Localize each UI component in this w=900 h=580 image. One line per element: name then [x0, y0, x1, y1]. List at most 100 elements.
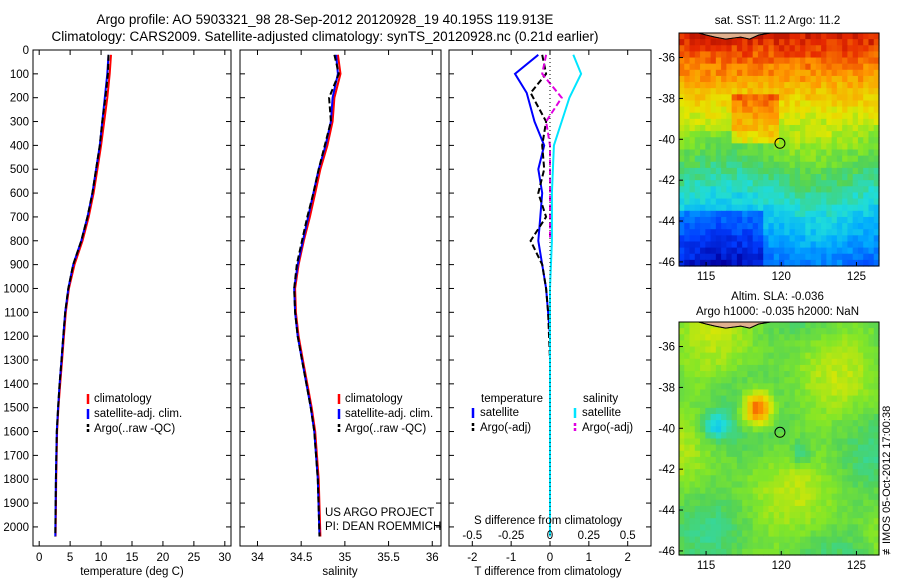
sdiff-tick-label: -0.5 — [462, 530, 482, 542]
salinity-axis-label: salinity — [322, 566, 357, 578]
x-tick-label: 35.5 — [377, 552, 399, 564]
y-tick-label: 1500 — [3, 403, 29, 415]
y-tick-label: 800 — [10, 236, 29, 248]
series-line-argo-raw-qc- — [293, 54, 340, 537]
y-tick-label: -44 — [658, 505, 675, 517]
legend-label: Argo(-adj) — [480, 422, 531, 434]
x-tick-label: 20 — [157, 552, 170, 564]
sst-map-frame — [678, 32, 880, 267]
x-tick-label: 115 — [697, 560, 715, 572]
x-tick-label: 120 — [772, 560, 791, 572]
x-tick-label: -1 — [506, 552, 516, 564]
argo-position-marker — [774, 426, 786, 438]
series-line-s-satellite — [549, 54, 583, 537]
y-tick-label: 0 — [23, 45, 29, 57]
y-tick-label: 1200 — [3, 331, 29, 343]
y-tick-label: 300 — [10, 117, 29, 129]
x-tick-label: 25 — [187, 552, 200, 564]
x-tick-label: -2 — [467, 552, 477, 564]
temperature-frame — [32, 49, 232, 547]
panel-salinity: 34 34.5 35 35.5 36 salinity climatology satelli… — [239, 49, 442, 578]
y-tick-label: -36 — [658, 342, 675, 354]
y-tick-label: 1400 — [3, 379, 29, 391]
project-label: US ARGO PROJECT — [325, 507, 434, 519]
y-tick-label: -44 — [658, 216, 675, 228]
y-tick-label: 1900 — [3, 498, 29, 510]
y-tick-label: -46 — [658, 257, 675, 269]
pi-label: PI: DEAN ROEMMICH — [325, 521, 441, 533]
x-tick-label: 35 — [338, 552, 351, 564]
x-tick-label: 34.5 — [290, 552, 312, 564]
y-tick-label: 1000 — [3, 283, 29, 295]
x-tick-label: 2 — [624, 552, 630, 564]
x-tick-label: 115 — [697, 271, 715, 283]
y-tick-label: -38 — [658, 93, 675, 105]
y-tick-label: 200 — [10, 93, 29, 105]
y-tick-label: 1600 — [3, 427, 29, 439]
x-tick-label: 1 — [586, 552, 592, 564]
legend-label: satellite-adj. clim. — [94, 408, 182, 420]
figure-title-line1: Argo profile: AO 5903321_98 28-Sep-2012 … — [96, 12, 554, 27]
sdiff-tick-label: 0.25 — [578, 530, 600, 542]
legend-label: satellite-adj. clim. — [345, 408, 433, 420]
sdiff-tick-label: 0 — [547, 530, 553, 542]
y-tick-label: 2000 — [3, 522, 29, 534]
y-tick-label: 400 — [10, 140, 29, 152]
y-tick-label: -46 — [658, 546, 675, 558]
sla-map-field — [679, 322, 880, 556]
series-line-s-argo-adj- — [541, 54, 563, 241]
y-tick-label: 100 — [10, 69, 29, 81]
legend-temperature-title: temperature — [481, 393, 543, 405]
series-line-t-argo-adj- — [529, 54, 551, 537]
series-line-argo-raw-qc- — [54, 54, 110, 537]
argo-position-marker — [774, 137, 786, 149]
sst-map-field — [679, 33, 880, 267]
y-tick-label: 1800 — [3, 474, 29, 486]
x-tick-label: 30 — [218, 552, 231, 564]
y-tick-label: 1700 — [3, 450, 29, 462]
y-tick-label: -40 — [658, 423, 675, 435]
panel-sla-map: 115 120 125 -36 -38 -40 -42 -44 -46 — [658, 321, 880, 572]
sla-map-title-line2: Argo h1000: -0.035 h2000: NaN — [695, 306, 860, 318]
y-tick-label: 1300 — [3, 355, 29, 367]
x-tick-label: 15 — [126, 552, 139, 564]
y-tick-label: 500 — [10, 164, 29, 176]
temperature-axis-label: temperature (deg C) — [80, 566, 184, 578]
y-tick-label: 700 — [10, 212, 29, 224]
y-tick-label: -36 — [658, 53, 675, 65]
sdiff-tick-label: -0.25 — [498, 530, 524, 542]
tdiff-axis-label: T difference from climatology — [474, 566, 621, 578]
panel-sst-map: 115 120 125 -36 -38 -40 -42 -44 -46 — [658, 32, 880, 283]
legend-label: Argo(..raw -QC) — [94, 423, 175, 435]
y-tick-label: 1100 — [4, 307, 29, 319]
legend-label: satellite — [480, 407, 519, 419]
x-tick-label: 125 — [847, 271, 866, 283]
sla-map-frame — [678, 321, 880, 556]
x-tick-label: 125 — [847, 560, 866, 572]
legend-label: satellite — [582, 407, 621, 419]
x-tick-label: 36 — [426, 552, 439, 564]
y-tick-label: -40 — [658, 134, 675, 146]
x-tick-label: 34 — [251, 552, 264, 564]
x-tick-label: 120 — [772, 271, 791, 283]
y-tick-label: 900 — [10, 260, 29, 272]
sst-map-title: sat. SST: 11.2 Argo: 11.2 — [714, 15, 841, 27]
x-tick-label: 0 — [547, 552, 553, 564]
sdiff-axis-label: S difference from climatology — [474, 515, 622, 527]
legend-label: climatology — [345, 393, 403, 405]
figure-title-line2: Climatology: CARS2009. Satellite-adjuste… — [51, 29, 599, 44]
legend-salinity-title: salinity — [583, 393, 618, 405]
sla-map-title-line1: Altim. SLA: -0.036 — [731, 291, 824, 303]
sdiff-tick-label: 0.5 — [620, 530, 636, 542]
x-tick-label: 10 — [95, 552, 108, 564]
legend-label: Argo(-adj) — [582, 422, 633, 434]
legend-label: Argo(..raw -QC) — [345, 423, 426, 435]
salinity-frame — [239, 49, 442, 547]
panel-difference: -2 -1 0 1 2T difference from climatology S di… — [448, 49, 652, 578]
panel-temperature: 0 5 10 15 20 25 300100200300400500600700800900… — [3, 45, 232, 578]
x-tick-label: 0 — [36, 552, 42, 564]
y-tick-label: -38 — [658, 382, 675, 394]
y-tick-label: -42 — [658, 175, 675, 187]
x-tick-label: 5 — [67, 552, 73, 564]
